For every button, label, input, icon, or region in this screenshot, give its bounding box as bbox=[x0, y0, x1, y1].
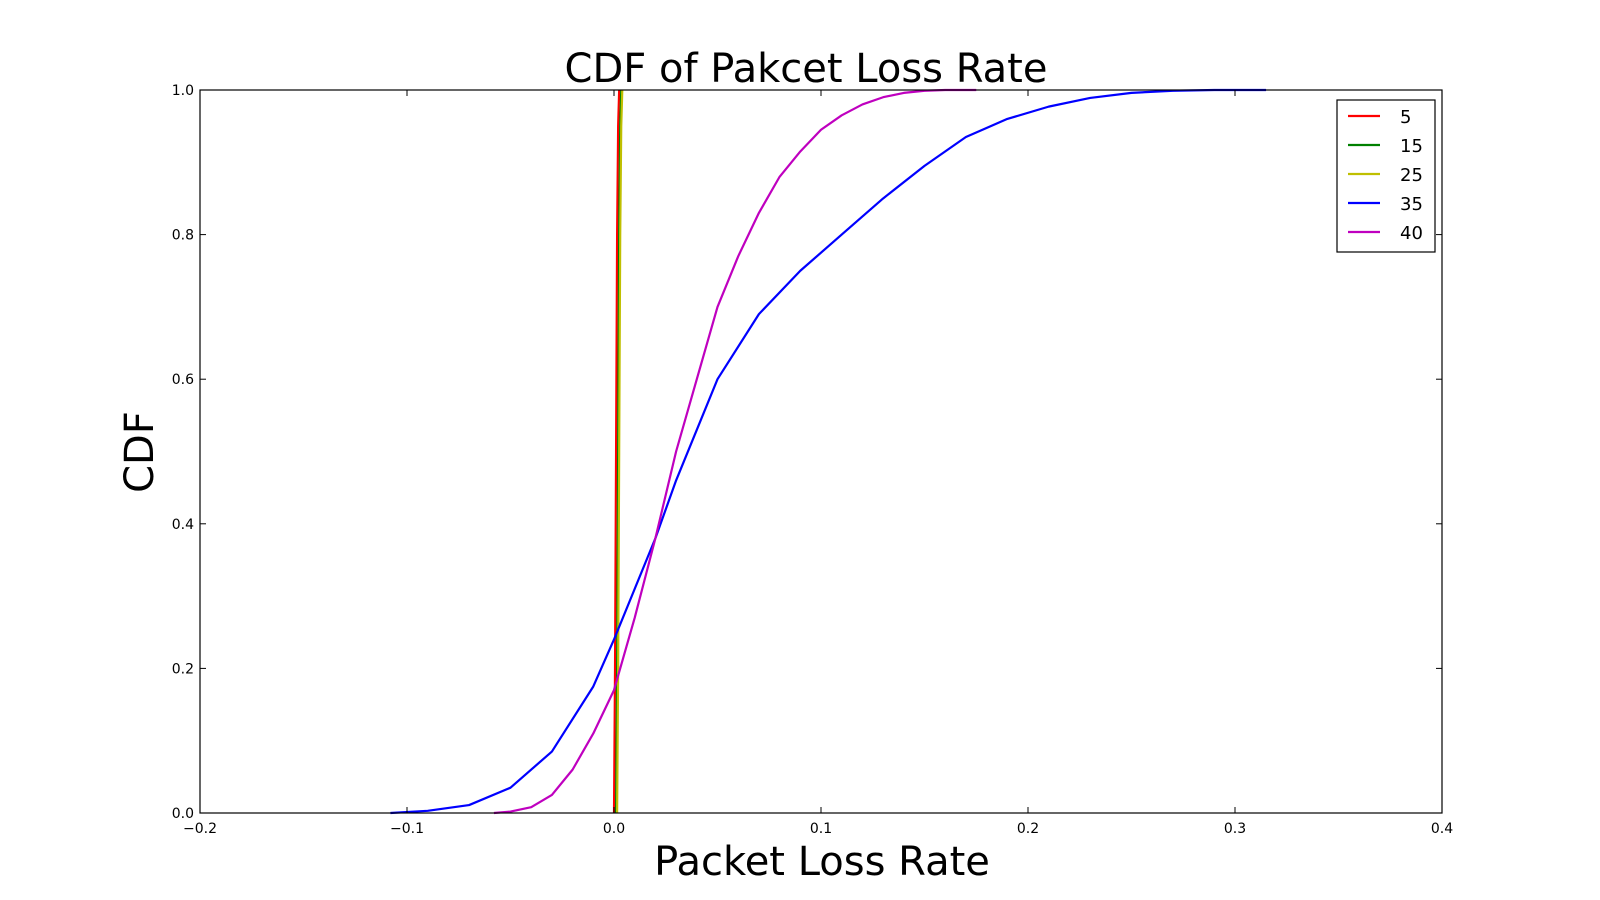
x-axis-title: Packet Loss Rate bbox=[654, 839, 990, 885]
legend-label-15: 15 bbox=[1400, 136, 1423, 157]
x-tick-label: 0.2 bbox=[1017, 821, 1039, 837]
y-tick-label: 0.2 bbox=[172, 661, 194, 677]
x-tick-label: 0.4 bbox=[1431, 821, 1453, 837]
series-line-5 bbox=[612, 89, 621, 814]
legend: 5 15 25 35 40 bbox=[1336, 99, 1436, 253]
x-tick-label: −0.2 bbox=[183, 821, 217, 837]
y-tick-label: 0.8 bbox=[172, 228, 194, 244]
x-tick-label: 0.0 bbox=[603, 821, 625, 837]
legend-label-5: 5 bbox=[1400, 107, 1411, 128]
legend-label-25: 25 bbox=[1400, 165, 1423, 186]
y-tick-label: 0.0 bbox=[172, 806, 194, 822]
chart-title: CDF of Pakcet Loss Rate bbox=[565, 46, 1048, 92]
y-tick-label: 0.6 bbox=[172, 372, 194, 388]
y-tick-label: 0.4 bbox=[172, 517, 194, 533]
y-axis: 0.0 0.2 0.4 0.6 0.8 1.0 bbox=[172, 83, 1442, 822]
legend-label-40: 40 bbox=[1400, 223, 1423, 244]
legend-label-35: 35 bbox=[1400, 194, 1423, 215]
x-tick-label: 0.1 bbox=[810, 821, 832, 837]
legend-box bbox=[1336, 99, 1436, 253]
x-tick-label: −0.1 bbox=[390, 821, 424, 837]
series-line-25 bbox=[616, 89, 624, 814]
y-axis-title: CDF bbox=[117, 411, 163, 493]
x-tick-label: 0.3 bbox=[1224, 821, 1246, 837]
x-axis: −0.2 −0.1 0.0 0.1 0.2 0.3 0.4 bbox=[183, 90, 1453, 837]
plot-lines bbox=[390, 88, 1267, 815]
y-tick-label: 1.0 bbox=[172, 83, 194, 99]
series-line-40 bbox=[493, 88, 977, 815]
series-line-35 bbox=[390, 88, 1267, 815]
